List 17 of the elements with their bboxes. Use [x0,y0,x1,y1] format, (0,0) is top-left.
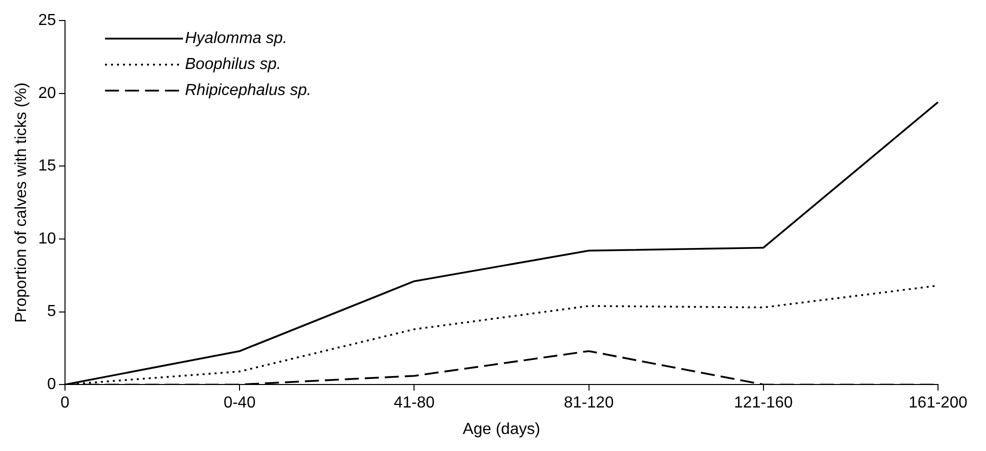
y-tick-label: 0 [47,376,56,394]
legend-label: Rhipicephalus sp. [184,82,312,100]
x-tick-label: 0-40 [224,394,256,412]
legend-label: Boophilus sp. [184,56,282,74]
legend-label: Hyalomma sp. [184,30,288,48]
y-tick-label: 15 [38,158,56,175]
x-tick-label: 41-80 [394,394,435,412]
x-tick-label: 81-120 [564,394,614,412]
y-tick-label: 25 [38,12,56,30]
y-tick-label: 5 [47,303,56,320]
y-tick-label: 10 [38,230,56,248]
x-tick-label: 121-160 [734,394,793,412]
x-tick-label: 161-200 [908,394,968,412]
x-axis-title: Age (days) [462,420,540,438]
x-tick-label: 0 [60,394,70,412]
y-axis-title: Proportion of calves with ticks (%) [13,82,30,323]
y-tick-label: 20 [38,84,56,102]
